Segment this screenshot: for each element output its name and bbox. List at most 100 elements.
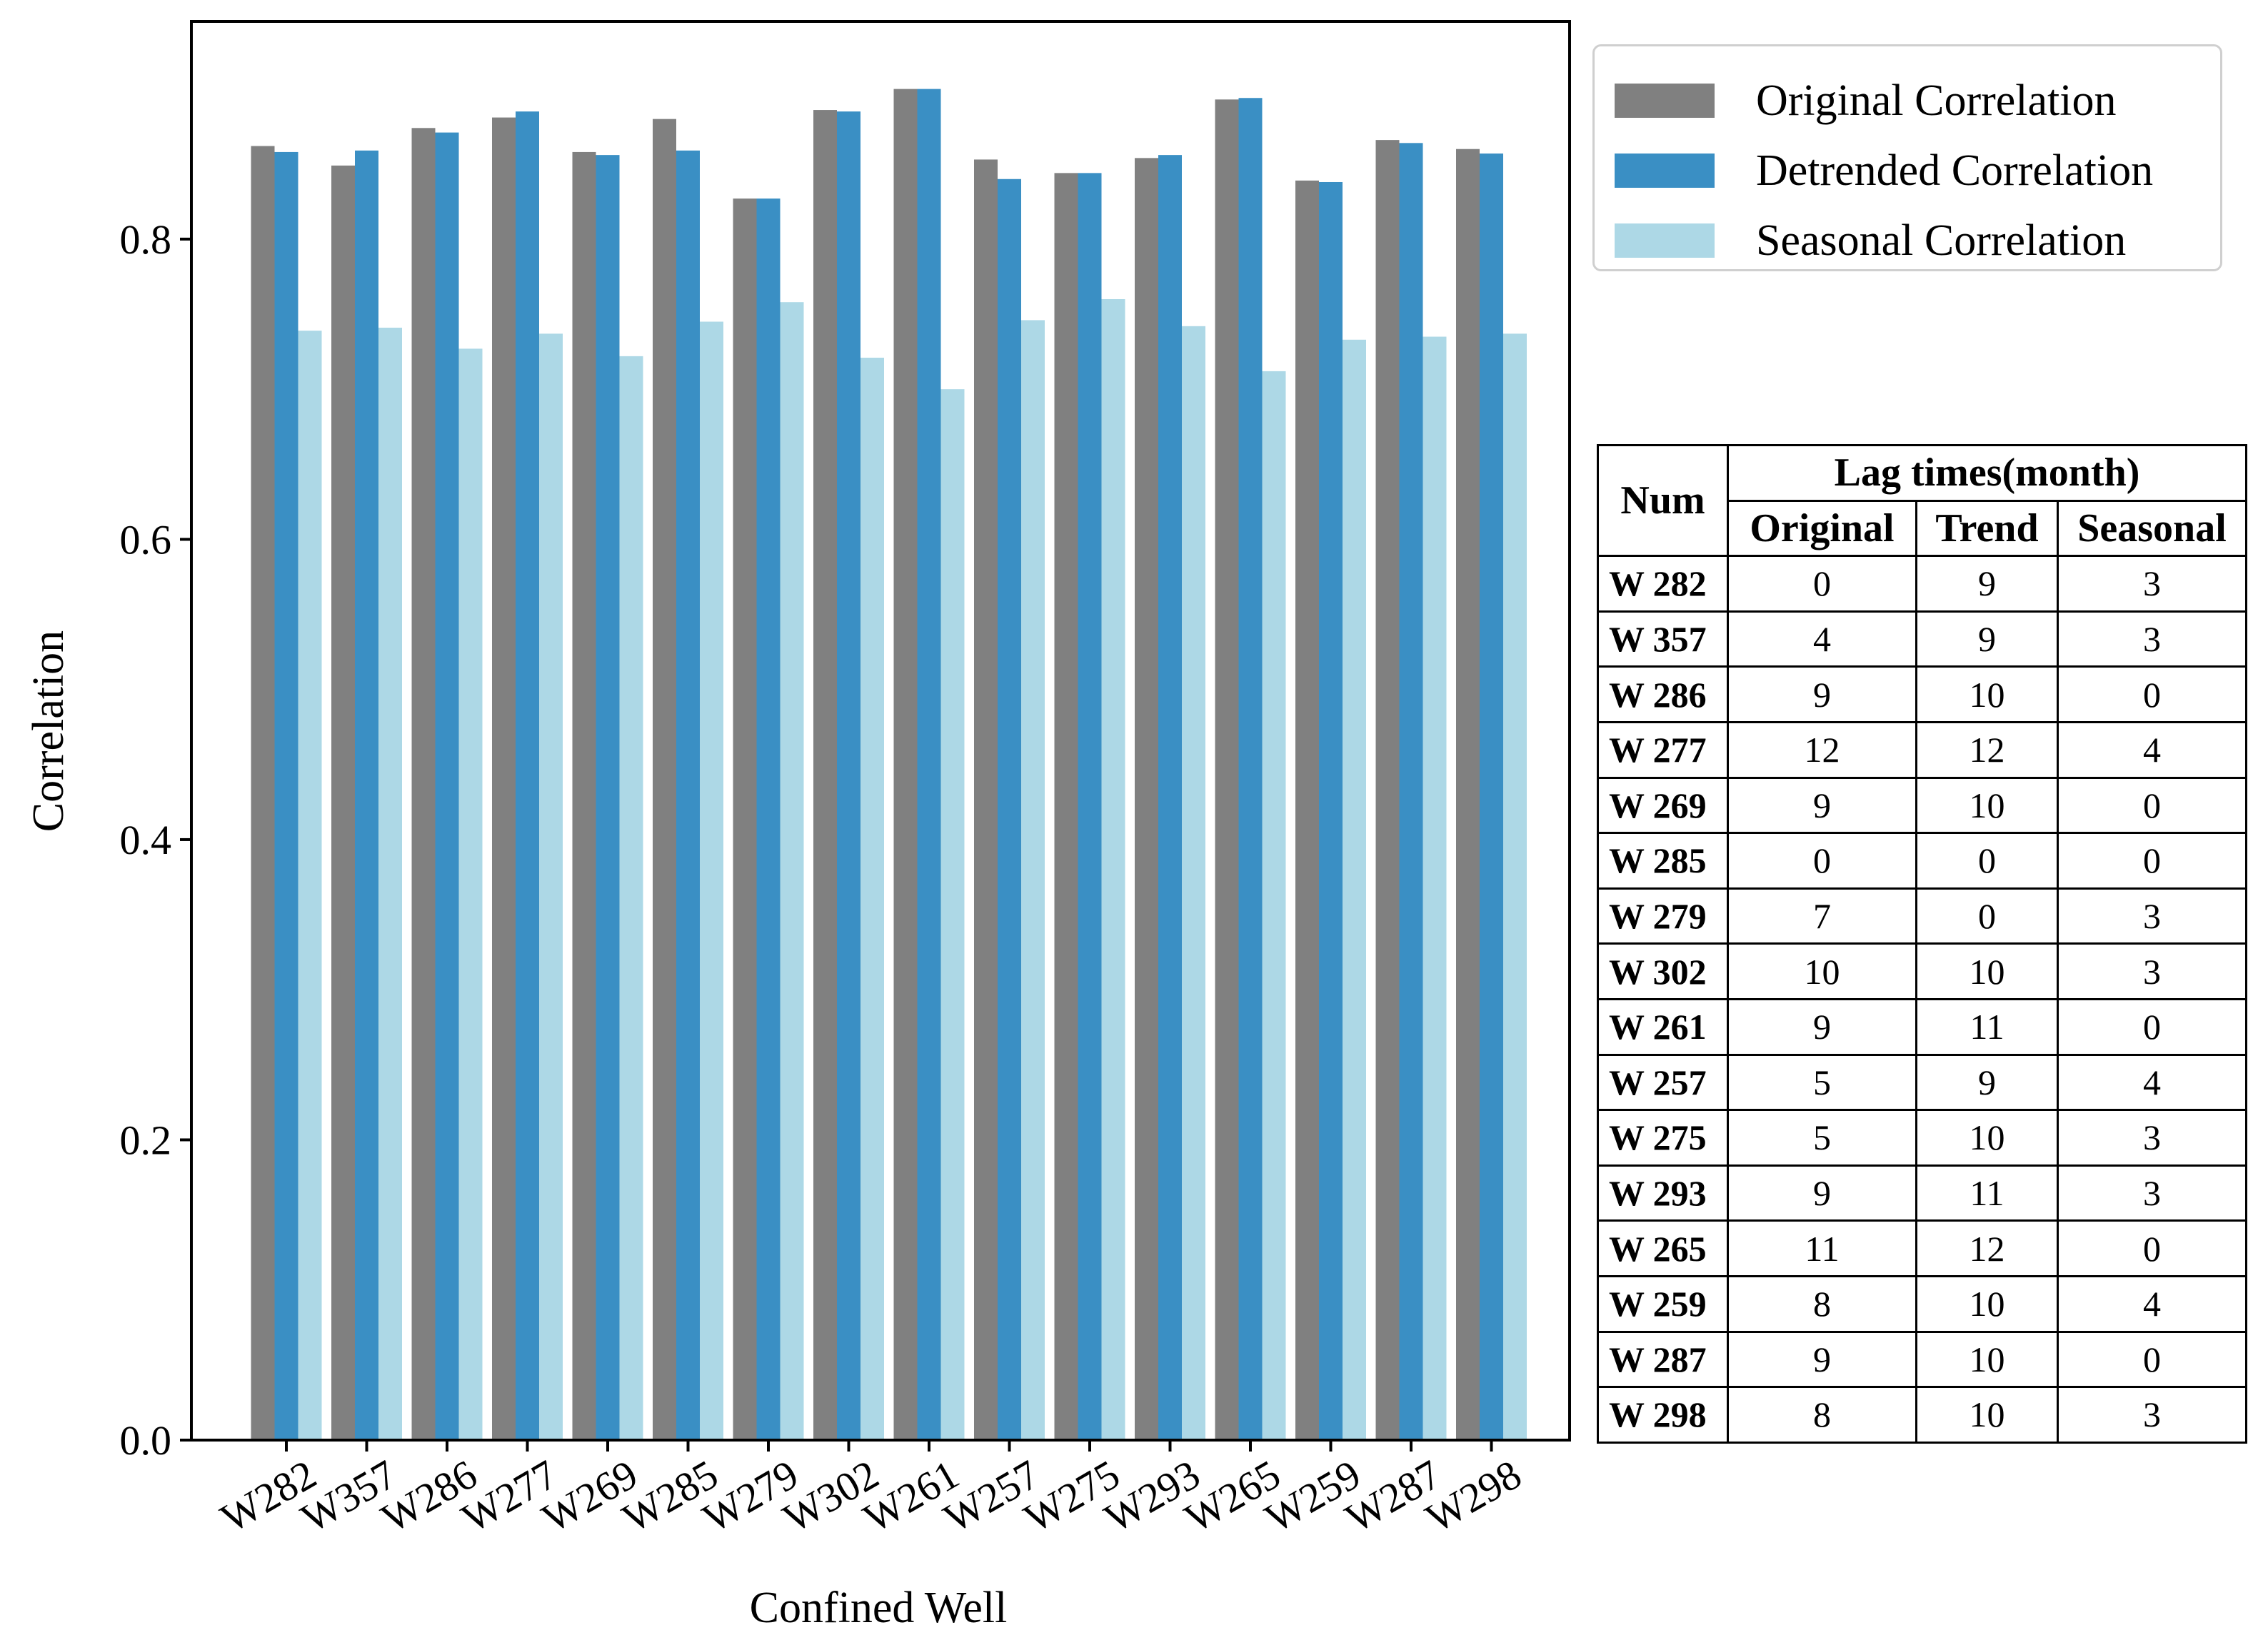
- table-cell-seasonal: 0: [2057, 776, 2247, 835]
- bar-w286-seasonal: [458, 348, 483, 1440]
- bar-w277-seasonal: [539, 333, 563, 1441]
- table-cell-trend: 10: [1915, 776, 2059, 835]
- bar-w275-seasonal: [1101, 298, 1125, 1441]
- table-cell-trend: 10: [1915, 1330, 2059, 1389]
- bar-w293-detrended: [1158, 155, 1182, 1440]
- table-cell-well: W 259: [1597, 1274, 1729, 1333]
- bar-w261-detrended: [917, 89, 941, 1441]
- table-cell-well: W 257: [1597, 1053, 1729, 1112]
- header-lag-times: Lag times(month): [1727, 444, 2247, 502]
- table-cell-seasonal: 3: [2057, 555, 2247, 613]
- table-cell-trend: 0: [1915, 887, 2059, 945]
- bar-w257-original: [974, 159, 998, 1441]
- table-cell-original: 4: [1727, 610, 1917, 668]
- bar-w259-seasonal: [1343, 339, 1366, 1440]
- table-cell-well: W 279: [1597, 887, 1729, 945]
- table-cell-original: 8: [1727, 1274, 1917, 1333]
- table-cell-well: W 275: [1597, 1109, 1729, 1167]
- bar-w277-original: [492, 117, 516, 1440]
- table-cell-seasonal: 0: [2057, 832, 2247, 890]
- bar-w259-detrended: [1319, 181, 1343, 1441]
- bar-w277-detrended: [516, 111, 539, 1441]
- bar-w287-seasonal: [1422, 336, 1447, 1440]
- legend: Original Correlation Detrended Correlati…: [1592, 44, 2222, 271]
- table-row: W 257 5 9 4: [1597, 1053, 2247, 1112]
- table-cell-well: W 287: [1597, 1330, 1729, 1389]
- table-cell-well: W 286: [1597, 665, 1729, 723]
- bar-w302-seasonal: [860, 357, 884, 1441]
- table-cell-well: W 282: [1597, 555, 1729, 613]
- table-cell-trend: 12: [1915, 1219, 2059, 1277]
- table-cell-seasonal: 3: [2057, 1109, 2247, 1167]
- bar-w286-detrended: [435, 132, 459, 1441]
- table-cell-original: 7: [1727, 887, 1917, 945]
- table-row: W 279 7 0 3: [1597, 887, 2247, 945]
- header-seasonal: Seasonal: [2057, 499, 2247, 558]
- table-cell-original: 5: [1727, 1109, 1917, 1167]
- y-tick-label: 0.4: [120, 817, 172, 863]
- bar-w293-original: [1135, 158, 1158, 1441]
- table-cell-seasonal: 3: [2057, 942, 2247, 1000]
- table-cell-seasonal: 4: [2057, 1053, 2247, 1112]
- table-cell-original: 0: [1727, 555, 1917, 613]
- table-cell-original: 9: [1727, 776, 1917, 835]
- table-cell-seasonal: 4: [2057, 720, 2247, 779]
- table-cell-seasonal: 0: [2057, 997, 2247, 1056]
- table-cell-original: 9: [1727, 665, 1917, 723]
- table-cell-well: W 293: [1597, 1164, 1729, 1222]
- legend-entry-seasonal: Seasonal Correlation: [1615, 212, 2126, 269]
- bar-w279-original: [733, 198, 757, 1440]
- y-tick-label: 0.8: [120, 216, 172, 263]
- table-cell-original: 5: [1727, 1053, 1917, 1112]
- y-tick-label: 0.0: [120, 1417, 172, 1464]
- bar-w265-original: [1215, 99, 1239, 1441]
- x-axis-label: Confined Well: [750, 1584, 1008, 1632]
- bar-w287-detrended: [1399, 143, 1423, 1440]
- table-cell-well: W 269: [1597, 776, 1729, 835]
- table-row: W 285 0 0 0: [1597, 832, 2247, 890]
- bar-w275-original: [1054, 173, 1078, 1441]
- bar-w293-seasonal: [1182, 326, 1205, 1440]
- bar-w357-detrended: [355, 150, 378, 1440]
- y-tick-label: 0.2: [120, 1117, 172, 1163]
- table-cell-trend: 10: [1915, 665, 2059, 723]
- bar-w282-original: [251, 146, 275, 1441]
- table-cell-original: 12: [1727, 720, 1917, 779]
- bar-w298-seasonal: [1503, 333, 1527, 1441]
- table-row: W 298 8 10 3: [1597, 1386, 2247, 1444]
- bar-w269-original: [572, 151, 596, 1440]
- bar-w261-original: [893, 89, 918, 1441]
- table-cell-trend: 9: [1915, 610, 2059, 668]
- bar-w285-seasonal: [700, 321, 723, 1441]
- table-cell-original: 9: [1727, 1330, 1917, 1389]
- bar-w265-seasonal: [1262, 371, 1286, 1440]
- table-row: W 293 9 11 3: [1597, 1164, 2247, 1222]
- table-cell-seasonal: 0: [2057, 665, 2247, 723]
- bar-w287-original: [1375, 140, 1400, 1440]
- table-cell-seasonal: 3: [2057, 1164, 2247, 1222]
- legend-entry-original: Original Correlation: [1615, 72, 2116, 129]
- bar-w257-seasonal: [1021, 320, 1045, 1440]
- legend-swatch-seasonal: [1615, 223, 1715, 258]
- bar-w257-detrended: [998, 178, 1021, 1440]
- legend-swatch-original: [1615, 84, 1715, 118]
- table-header-row-2: Original Trend Seasonal: [1598, 499, 2247, 558]
- table-cell-well: W 302: [1597, 942, 1729, 1000]
- bar-w285-detrended: [676, 150, 700, 1440]
- table-cell-seasonal: 3: [2057, 610, 2247, 668]
- table-cell-trend: 9: [1915, 555, 2059, 613]
- table-cell-trend: 10: [1915, 1386, 2059, 1444]
- table-row: W 259 8 10 4: [1597, 1274, 2247, 1333]
- legend-label-original: Original Correlation: [1756, 76, 2117, 125]
- bar-w282-detrended: [274, 151, 298, 1440]
- table-row: W 261 9 11 0: [1597, 997, 2247, 1056]
- bar-w275-detrended: [1078, 173, 1102, 1441]
- bar-w269-seasonal: [619, 356, 643, 1441]
- table-row: W 287 9 10 0: [1597, 1330, 2247, 1389]
- bar-w269-detrended: [596, 155, 620, 1440]
- bar-w357-seasonal: [378, 327, 402, 1440]
- table-row: W 282 0 9 3: [1597, 555, 2247, 613]
- table-cell-well: W 285: [1597, 832, 1729, 890]
- table-header-row-1: Num Lag times(month): [1597, 443, 2247, 558]
- x-axis: W282W357W286W277W269W285W279W302W261W257…: [213, 1440, 1529, 1541]
